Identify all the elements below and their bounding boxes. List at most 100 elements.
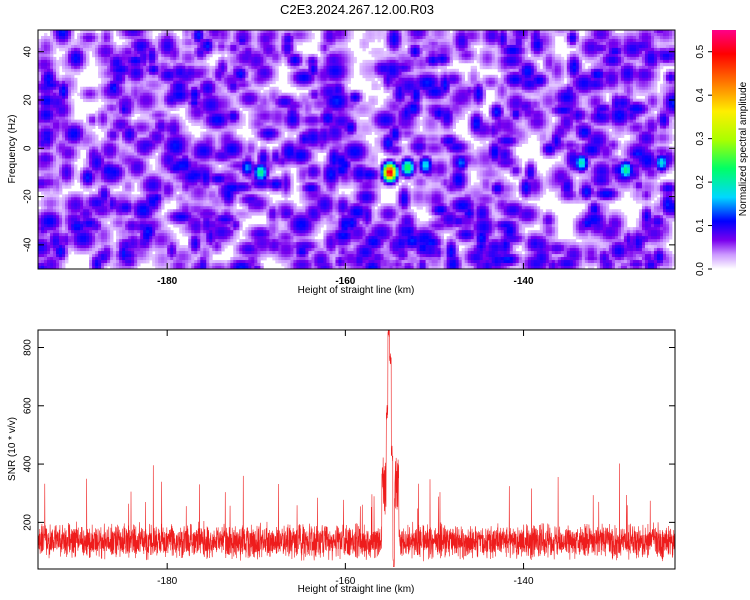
heatmap-cell <box>230 89 234 94</box>
heatmap-cell <box>227 41 231 46</box>
heatmap-cell <box>446 98 450 103</box>
heatmap-cell <box>584 35 589 40</box>
heatmap-cell <box>110 38 114 43</box>
heatmap-cell <box>662 38 667 43</box>
heatmap-cell <box>590 59 595 64</box>
heatmap-cell <box>170 83 174 88</box>
heatmap-cell <box>65 98 69 103</box>
heatmap-cell <box>236 104 240 109</box>
heatmap-cell <box>602 30 607 34</box>
heatmap-cell <box>443 41 447 46</box>
heatmap-cell <box>155 83 159 88</box>
heatmap-cell <box>521 41 526 46</box>
heatmap-cell <box>665 80 670 85</box>
heatmap-cell <box>464 92 469 97</box>
heatmap-cell <box>524 41 529 46</box>
heatmap-cell <box>437 77 441 82</box>
heatmap-cell <box>638 86 643 91</box>
heatmap-cell <box>605 44 610 49</box>
heatmap-cell <box>269 59 273 64</box>
heatmap-cell <box>107 89 111 94</box>
heatmap-cell <box>242 44 246 49</box>
heatmap-cell <box>53 74 57 79</box>
heatmap-cell <box>218 35 222 40</box>
heatmap-cell <box>392 101 396 106</box>
heatmap-cell <box>227 30 231 34</box>
heatmap-cell <box>575 68 580 73</box>
heatmap-cell <box>500 92 505 97</box>
heatmap-cell <box>548 38 553 43</box>
heatmap-cell <box>587 89 592 94</box>
heatmap-cell <box>224 89 228 94</box>
heatmap-cell <box>389 74 393 79</box>
heatmap-cell <box>269 38 273 43</box>
heatmap-cell <box>554 56 559 61</box>
heatmap-cell <box>287 47 291 52</box>
heatmap-cell <box>278 56 282 61</box>
heatmap-cell <box>71 80 75 85</box>
heatmap-cell <box>641 77 646 82</box>
heatmap-cell <box>86 44 90 49</box>
heatmap-cell <box>44 92 48 97</box>
heatmap-cell <box>608 38 613 43</box>
heatmap-cell <box>236 56 240 61</box>
heatmap-cell <box>149 74 153 79</box>
heatmap-cell <box>611 83 616 88</box>
heatmap-cell <box>401 38 405 43</box>
heatmap-cell <box>62 41 66 46</box>
heatmap-cell <box>278 32 282 37</box>
heatmap-cell <box>539 104 544 109</box>
heatmap-cell <box>320 95 324 100</box>
heatmap-cell <box>626 35 631 40</box>
heatmap-cell <box>512 74 517 79</box>
heatmap-cell <box>467 59 472 64</box>
heatmap-cell <box>227 104 231 109</box>
heatmap-cell <box>482 38 487 43</box>
heatmap-cell <box>257 71 261 76</box>
heatmap-cell <box>179 62 183 67</box>
heatmap-cell <box>275 92 279 97</box>
heatmap-cell <box>524 101 529 106</box>
heatmap-cell <box>323 104 327 109</box>
heatmap-cell <box>518 41 523 46</box>
heatmap-cell <box>617 80 622 85</box>
heatmap-cell <box>257 89 261 94</box>
heatmap-cell <box>515 101 520 106</box>
heatmap-cell <box>212 68 216 73</box>
heatmap-cell <box>488 59 493 64</box>
heatmap-cell <box>512 35 517 40</box>
heatmap-cell <box>212 104 216 109</box>
heatmap-cell <box>398 92 402 97</box>
heatmap-cell <box>251 68 255 73</box>
heatmap-cell <box>296 41 300 46</box>
heatmap-cell <box>212 44 216 49</box>
heatmap-cell <box>434 77 438 82</box>
heatmap-cell <box>497 53 502 58</box>
heatmap-cell <box>308 98 312 103</box>
heatmap-cell <box>173 59 177 64</box>
heatmap-cell <box>581 86 586 91</box>
heatmap-cell <box>242 47 246 52</box>
heatmap-cell <box>191 53 195 58</box>
heatmap-cell <box>131 53 135 58</box>
heatmap-cell <box>203 101 207 106</box>
heatmap-cell <box>104 92 108 97</box>
heatmap-cell <box>251 71 255 76</box>
heatmap-cell <box>236 98 240 103</box>
heatmap-cell <box>365 65 369 70</box>
heatmap-cell <box>632 35 637 40</box>
heatmap-cell <box>344 62 348 67</box>
heatmap-cell <box>584 32 589 37</box>
heatmap-cell <box>329 92 333 97</box>
heatmap-cell <box>254 83 258 88</box>
heatmap-cell <box>542 50 547 55</box>
heatmap-cell <box>125 74 129 79</box>
heatmap-cell <box>485 62 490 67</box>
heatmap-cell <box>650 59 655 64</box>
heatmap-cell <box>632 92 637 97</box>
heatmap-cell <box>605 59 610 64</box>
heatmap-cell <box>581 65 586 70</box>
heatmap-cell <box>368 95 372 100</box>
heatmap-cell <box>221 101 225 106</box>
heatmap-cell <box>590 80 595 85</box>
